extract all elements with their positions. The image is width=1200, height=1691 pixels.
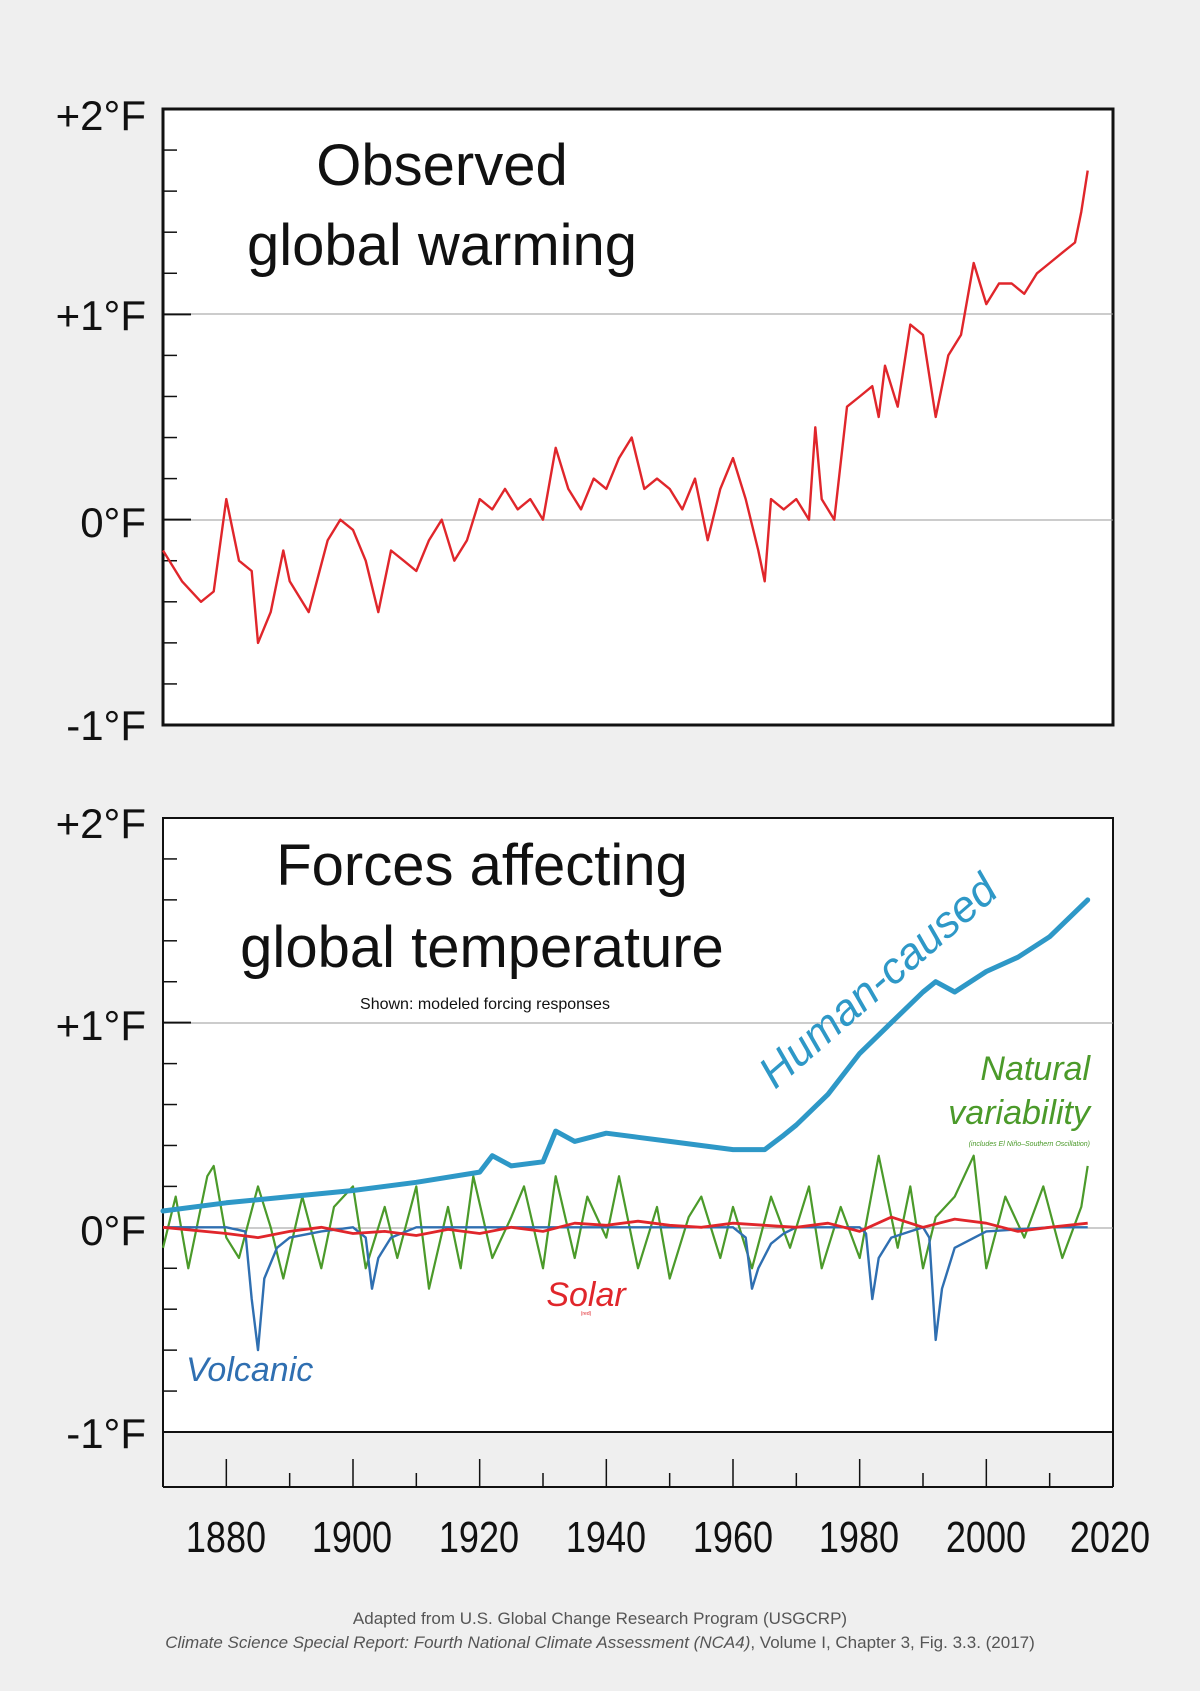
- observed-series-line: [161, 170, 1089, 645]
- xtick-label-1880: 1880: [186, 1513, 266, 1562]
- bottom-panel-frame: [162, 817, 1114, 1433]
- x-axis-ticks: [162, 1459, 1114, 1487]
- bottom-subtitle: Shown: modeled forcing responses: [360, 996, 610, 1013]
- source-caption-report-title: Climate Science Special Report: Fourth N…: [165, 1633, 751, 1652]
- natural-variability-series-line: [161, 1154, 1089, 1290]
- top-y-ticks: [163, 108, 191, 726]
- top-ytick-label-plus2: +2°F: [56, 92, 146, 139]
- source-caption-line2: Climate Science Special Report: Fourth N…: [0, 1633, 1200, 1653]
- bottom-title-line1: Forces affecting: [276, 833, 688, 898]
- bottom-title-line2: global temperature: [240, 915, 724, 980]
- xtick-label-1980: 1980: [819, 1513, 899, 1562]
- volcanic-series-line: [163, 1226, 1088, 1352]
- natural-variability-label-line2: variability: [948, 1094, 1092, 1132]
- human-caused-series-line: [160, 897, 1091, 1214]
- bottom-panel: Forces affecting global temperature Show…: [56, 800, 1150, 1562]
- bottom-ytick-label-plus1: +1°F: [56, 1002, 146, 1049]
- xtick-label-2020: 2020: [1070, 1513, 1150, 1562]
- bottom-ytick-label-zero: 0°F: [80, 1207, 146, 1254]
- solar-series-line: [162, 1215, 1088, 1239]
- solar-label: Solar: [546, 1276, 627, 1314]
- bottom-ytick-label-minus1: -1°F: [66, 1410, 146, 1457]
- top-ytick-label-minus1: -1°F: [66, 702, 146, 749]
- top-ytick-label-zero: 0°F: [80, 499, 146, 546]
- xtick-label-1940: 1940: [566, 1513, 646, 1562]
- xtick-label-1900: 1900: [312, 1513, 392, 1562]
- x-tick-labels: 1880 1900 1920 1940 1960 1980 2000 2020: [186, 1513, 1150, 1562]
- xtick-label-1960: 1960: [693, 1513, 773, 1562]
- bottom-ytick-label-plus2: +2°F: [56, 800, 146, 847]
- top-title-line1: Observed: [316, 133, 567, 198]
- solar-note: (red): [581, 1311, 592, 1317]
- source-caption-line1: Adapted from U.S. Global Change Research…: [352, 1609, 848, 1628]
- natural-variability-note: (includes El Niño–Southern Oscillation): [969, 1141, 1090, 1148]
- volcanic-label: Volcanic: [186, 1351, 313, 1389]
- xtick-label-1920: 1920: [439, 1513, 519, 1562]
- top-panel: Observed global warming +2°F +1°F 0°F -1…: [56, 92, 1115, 749]
- top-panel-frame: [161, 107, 1115, 727]
- source-caption-details: , Volume I, Chapter 3, Fig. 3.3. (2017): [750, 1633, 1035, 1652]
- natural-variability-label-line1: Natural: [980, 1050, 1091, 1088]
- top-ytick-label-plus1: +1°F: [56, 292, 146, 339]
- xtick-label-2000: 2000: [946, 1513, 1026, 1562]
- top-title-line2: global warming: [247, 213, 637, 278]
